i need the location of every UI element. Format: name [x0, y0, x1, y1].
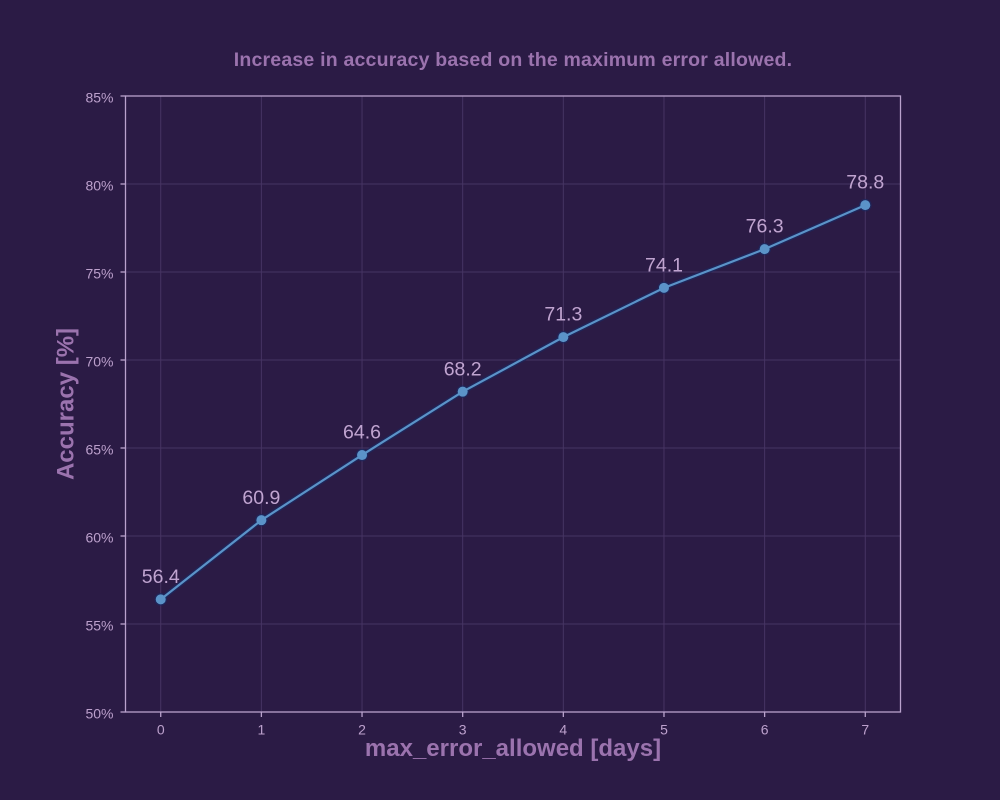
- svg-text:70%: 70%: [85, 354, 113, 370]
- svg-text:78.8: 78.8: [846, 172, 884, 194]
- svg-text:55%: 55%: [85, 618, 113, 634]
- svg-text:76.3: 76.3: [746, 216, 784, 238]
- svg-text:3: 3: [459, 721, 467, 737]
- svg-text:80%: 80%: [85, 178, 113, 194]
- svg-text:2: 2: [358, 721, 366, 737]
- svg-text:75%: 75%: [85, 266, 113, 282]
- svg-text:65%: 65%: [85, 442, 113, 458]
- svg-text:85%: 85%: [85, 90, 113, 106]
- svg-text:64.6: 64.6: [343, 422, 381, 444]
- svg-text:Increase in accuracy based on: Increase in accuracy based on the maximu…: [234, 49, 793, 71]
- svg-text:60.9: 60.9: [242, 487, 280, 509]
- svg-text:56.4: 56.4: [142, 566, 180, 588]
- svg-text:1: 1: [257, 721, 265, 737]
- svg-text:60%: 60%: [85, 530, 113, 546]
- svg-text:74.1: 74.1: [645, 254, 683, 276]
- svg-text:68.2: 68.2: [444, 358, 482, 380]
- svg-text:7: 7: [861, 721, 869, 737]
- svg-text:50%: 50%: [85, 706, 113, 722]
- svg-text:71.3: 71.3: [544, 304, 582, 326]
- svg-text:0: 0: [157, 721, 165, 737]
- svg-text:max_error_allowed [days]: max_error_allowed [days]: [365, 735, 661, 762]
- svg-text:6: 6: [761, 721, 769, 737]
- svg-text:5: 5: [660, 721, 668, 737]
- svg-text:Accuracy [%]: Accuracy [%]: [53, 328, 80, 480]
- svg-text:4: 4: [559, 721, 567, 737]
